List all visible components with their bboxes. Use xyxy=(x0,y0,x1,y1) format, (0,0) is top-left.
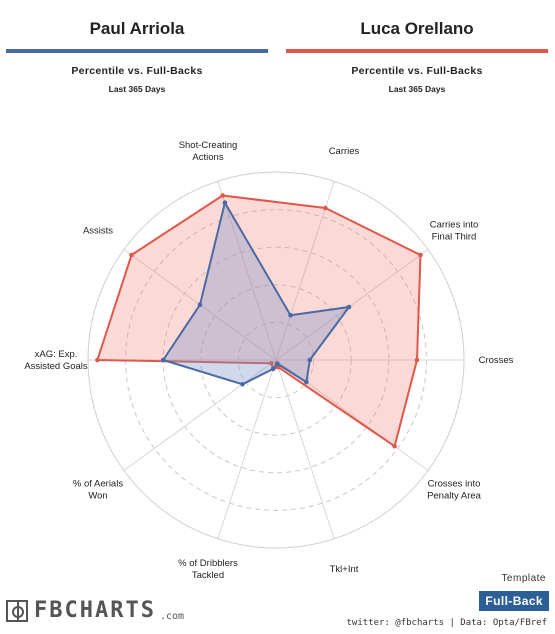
radar-spoke xyxy=(275,359,335,539)
axis-label: Assists xyxy=(83,226,113,237)
player-left-period: Last 365 Days xyxy=(108,84,166,94)
data-point-paul-arriola xyxy=(270,366,276,372)
player-right-period: Last 365 Days xyxy=(388,84,446,94)
radar-spoke xyxy=(275,249,429,361)
data-point-luca-orellano xyxy=(95,357,100,363)
radar-spoke xyxy=(217,359,277,539)
radar-spoke xyxy=(123,359,277,471)
data-point-paul-arriola xyxy=(307,357,313,363)
template-badge[interactable]: Full-Back xyxy=(479,591,549,611)
data-point-paul-arriola xyxy=(240,382,245,387)
axis-label: % of Aerials Won xyxy=(73,478,123,501)
logo-suffix: .com xyxy=(159,611,185,622)
data-point-luca-orellano xyxy=(392,443,397,449)
axis-label: Tkl+Int xyxy=(330,564,359,575)
axis-label: Crosses xyxy=(479,355,514,366)
player-right-name: Luca Orellano xyxy=(360,19,474,38)
data-point-luca-orellano xyxy=(414,357,420,363)
data-point-luca-orellano xyxy=(418,252,423,258)
data-point-paul-arriola xyxy=(346,304,352,310)
data-point-paul-arriola xyxy=(222,200,228,205)
axis-label: Carries xyxy=(329,146,360,157)
pitch-icon xyxy=(6,600,28,622)
player-right-header: Luca Orellano Percentile vs. Full-Backs … xyxy=(286,18,548,94)
player-left-subtitle: Percentile vs. Full-Backs xyxy=(71,65,203,77)
data-point-paul-arriola xyxy=(288,313,293,318)
data-point-luca-orellano xyxy=(323,205,328,211)
radar-spoke xyxy=(275,181,335,361)
data-point-luca-orellano xyxy=(269,361,274,366)
data-point-luca-orellano xyxy=(220,193,225,198)
axis-label: Crosses into Penalty Area xyxy=(427,478,482,501)
credit-text: twitter: @fbcharts | Data: Opta/FBref xyxy=(346,618,547,628)
axis-label: Carries into Final Third xyxy=(430,220,479,243)
data-point-paul-arriola xyxy=(274,361,280,366)
player-right-subtitle: Percentile vs. Full-Backs xyxy=(351,65,483,77)
data-point-paul-arriola xyxy=(197,302,203,308)
data-point-luca-orellano xyxy=(129,252,134,258)
data-point-paul-arriola xyxy=(304,379,309,385)
radar-spoke xyxy=(217,181,277,361)
data-point-paul-arriola xyxy=(160,357,166,363)
axis-label: Shot-Creating Actions xyxy=(179,140,238,163)
player-left-header: Paul Arriola Percentile vs. Full-Backs L… xyxy=(6,18,268,94)
fbcharts-logo: FBCHARTS .com xyxy=(6,600,184,622)
axis-label: xAG: Exp. Assisted Goals xyxy=(24,349,88,372)
logo-text: FBCHARTS xyxy=(34,598,156,623)
player-left-name: Paul Arriola xyxy=(89,19,185,38)
player-left-bar xyxy=(6,49,268,53)
player-right-bar xyxy=(286,49,548,53)
template-label: Template xyxy=(501,573,546,584)
axis-label: % of Dribblers Tackled xyxy=(178,558,238,581)
